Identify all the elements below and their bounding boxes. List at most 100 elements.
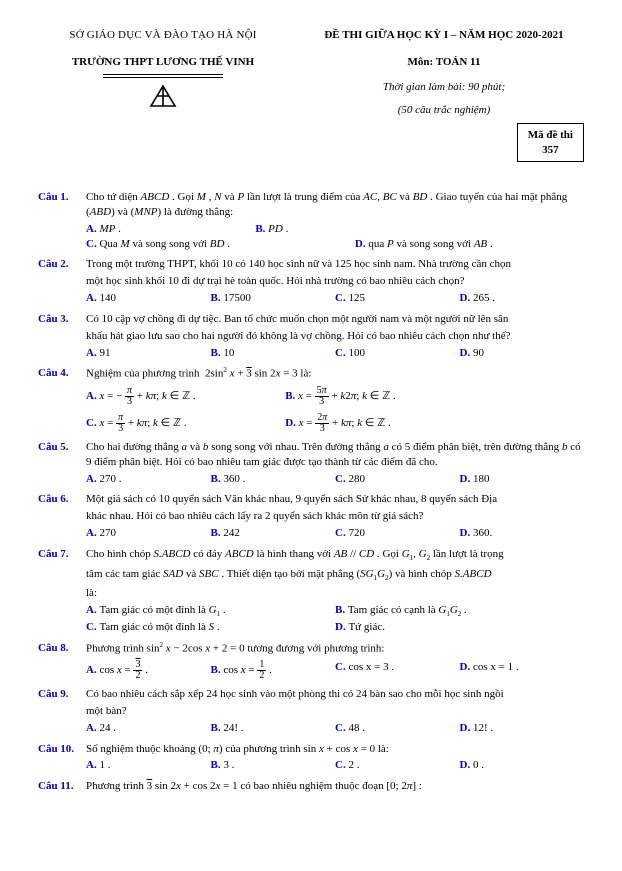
- opt-a: A. x = − π3 + kπ; k ∈ ℤ .: [86, 386, 285, 407]
- exam-code-box: Mã đề thi 357: [517, 123, 584, 162]
- questions: Câu 1. Cho tứ diện ABCD . Gọi M , N và P…: [38, 190, 584, 796]
- opt-d: D. cos x = 1 .: [460, 660, 585, 681]
- q-label: Câu 3.: [38, 312, 86, 361]
- opt-b: B. 24! .: [211, 721, 336, 736]
- opt-c: C. 100: [335, 346, 460, 361]
- code-label: Mã đề thi: [528, 129, 573, 141]
- opt-b: B. 10: [211, 346, 336, 361]
- q-body: Nghiệm của phương trình 2sin2 x + 3 sin …: [86, 366, 584, 434]
- stem: Cho hình chóp S.ABCD có đáy ABCD là hình…: [86, 547, 584, 564]
- question-2: Câu 2. Trong một trường THPT, khối 10 có…: [38, 257, 584, 306]
- duration: Thời gian làm bài: 90 phút;: [304, 80, 584, 95]
- department: SỞ GIÁO DỤC VÀ ĐÀO TẠO HÀ NỘI: [38, 28, 288, 43]
- opt-b: B. 3 .: [211, 758, 336, 773]
- opt-a: A. MP .: [86, 222, 255, 237]
- stem: một bàn?: [86, 704, 584, 719]
- opt-c: C. cos x = 3 .: [335, 660, 460, 681]
- opt-d: D. 180: [460, 472, 585, 487]
- school: TRƯỜNG THPT LƯƠNG THẾ VINH: [38, 55, 288, 70]
- opt-d: D. 360.: [460, 526, 585, 541]
- options: C. x = π3 + kπ; k ∈ ℤ . D. x = 2π3 + kπ;…: [86, 413, 584, 434]
- stem: Trong một trường THPT, khối 10 có 140 họ…: [86, 257, 584, 272]
- opt-b: B. cos x = 12 .: [211, 660, 336, 681]
- opt-b: B. x = 5π3 + k2π; k ∈ ℤ .: [285, 386, 584, 407]
- question-11: Câu 11. Phương trình 3 sin 2x + cos 2x =…: [38, 779, 584, 796]
- stem: một học sinh khối 10 đi dự trại hè toàn …: [86, 274, 584, 289]
- stem: Có bao nhiêu cách sắp xếp 24 học sinh và…: [86, 687, 584, 702]
- options: A. 91 B. 10 C. 100 D. 90: [86, 346, 584, 361]
- options: A. 270 . B. 360 . C. 280 D. 180: [86, 472, 584, 487]
- stem: Số nghiệm thuộc khoảng (0; π) của phương…: [86, 742, 584, 757]
- opt-c: C. 720: [335, 526, 460, 541]
- options: A. 270 B. 242 C. 720 D. 360.: [86, 526, 584, 541]
- opt-d: D. 265 .: [460, 291, 585, 306]
- opt-a: A. cos x = 32 .: [86, 660, 211, 681]
- q-label: Câu 5.: [38, 440, 86, 487]
- q-label: Câu 9.: [38, 687, 86, 736]
- opt-c: C. x = π3 + kπ; k ∈ ℤ .: [86, 413, 285, 434]
- q-body: Phương trình 3 sin 2x + cos 2x = 1 có ba…: [86, 779, 584, 796]
- stem: Có 10 cặp vợ chồng đi dự tiệc. Ban tổ ch…: [86, 312, 584, 327]
- opt-a: A. 1 .: [86, 758, 211, 773]
- q-body: Có 10 cặp vợ chồng đi dự tiệc. Ban tổ ch…: [86, 312, 584, 361]
- stem: Phương trình 3 sin 2x + cos 2x = 1 có ba…: [86, 779, 584, 794]
- options: A. MP . B. PD . C. Qua M và song song vớ…: [86, 222, 584, 252]
- q-label: Câu 11.: [38, 779, 86, 796]
- opt-c: C. 280: [335, 472, 460, 487]
- question-5: Câu 5. Cho hai đường thẳng a và b song s…: [38, 440, 584, 487]
- options: A. Tam giác có một đỉnh là G1 . B. Tam g…: [86, 603, 584, 634]
- q-body: Phương trình sin2 x − 2cos x + 2 = 0 tươ…: [86, 641, 584, 682]
- stem: Nghiệm của phương trình 2sin2 x + 3 sin …: [86, 366, 584, 382]
- q-label: Câu 2.: [38, 257, 86, 306]
- header-right: ĐỀ THI GIỮA HỌC KỲ I – NĂM HỌC 2020-2021…: [304, 28, 584, 162]
- opt-a: A. Tam giác có một đỉnh là G1 .: [86, 603, 335, 620]
- opt-a: A. 91: [86, 346, 211, 361]
- stem: khác nhau. Hỏi có bao nhiêu cách lấy ra …: [86, 509, 584, 524]
- stem: Cho tứ diện ABCD . Gọi M , N và P lần lư…: [86, 190, 584, 220]
- q-label: Câu 1.: [38, 190, 86, 251]
- opt-d: D. 12! .: [460, 721, 585, 736]
- opt-b: B. 242: [211, 526, 336, 541]
- opt-d: D. x = 2π3 + kπ; k ∈ ℤ .: [285, 413, 584, 434]
- question-8: Câu 8. Phương trình sin2 x − 2cos x + 2 …: [38, 641, 584, 682]
- opt-c: C. 48 .: [335, 721, 460, 736]
- stem: Một giá sách có 10 quyển sách Văn khác n…: [86, 492, 584, 507]
- options: A. x = − π3 + kπ; k ∈ ℤ . B. x = 5π3 + k…: [86, 386, 584, 407]
- opt-b: B. Tam giác có cạnh là G1G2 .: [335, 603, 584, 620]
- opt-c: C. Tam giác có một đỉnh là S .: [86, 620, 335, 635]
- q-label: Câu 4.: [38, 366, 86, 434]
- opt-d: D. qua P và song song với AB .: [355, 237, 584, 252]
- question-9: Câu 9. Có bao nhiêu cách sắp xếp 24 học …: [38, 687, 584, 736]
- code: 357: [542, 144, 559, 156]
- question-count: (50 câu trắc nghiệm): [304, 103, 584, 118]
- opt-d: D. 90: [460, 346, 585, 361]
- options: A. 24 . B. 24! . C. 48 . D. 12! .: [86, 721, 584, 736]
- header: SỞ GIÁO DỤC VÀ ĐÀO TẠO HÀ NỘI TRƯỜNG THP…: [38, 28, 584, 162]
- options: A. 140 B. 17500 C. 125 D. 265 .: [86, 291, 584, 306]
- q-body: Có bao nhiêu cách sắp xếp 24 học sinh và…: [86, 687, 584, 736]
- opt-a: A. 140: [86, 291, 211, 306]
- subject: Môn: TOÁN 11: [304, 55, 584, 70]
- question-6: Câu 6. Một giá sách có 10 quyển sách Văn…: [38, 492, 584, 541]
- exam-title: ĐỀ THI GIỮA HỌC KỲ I – NĂM HỌC 2020-2021: [304, 28, 584, 43]
- opt-a: A. 270: [86, 526, 211, 541]
- question-1: Câu 1. Cho tứ diện ABCD . Gọi M , N và P…: [38, 190, 584, 251]
- divider: [103, 74, 223, 75]
- stem: Phương trình sin2 x − 2cos x + 2 = 0 tươ…: [86, 641, 584, 657]
- opt-a: A. 270 .: [86, 472, 211, 487]
- stem: khấu hát giao lưu sao cho hai người đó k…: [86, 329, 584, 344]
- stem: là:: [86, 586, 584, 601]
- opt-a: A. 24 .: [86, 721, 211, 736]
- q-label: Câu 7.: [38, 547, 86, 635]
- opt-d: D. Tứ giác.: [335, 620, 584, 635]
- question-3: Câu 3. Có 10 cặp vợ chồng đi dự tiệc. Ba…: [38, 312, 584, 361]
- q-label: Câu 10.: [38, 742, 86, 774]
- q-body: Cho tứ diện ABCD . Gọi M , N và P lần lư…: [86, 190, 584, 251]
- q-body: Một giá sách có 10 quyển sách Văn khác n…: [86, 492, 584, 541]
- options: A. 1 . B. 3 . C. 2 . D. 0 .: [86, 758, 584, 773]
- q-label: Câu 6.: [38, 492, 86, 541]
- q-label: Câu 8.: [38, 641, 86, 682]
- opt-b: B. 17500: [211, 291, 336, 306]
- school-logo-icon: [148, 84, 178, 108]
- q-body: Cho hình chóp S.ABCD có đáy ABCD là hình…: [86, 547, 584, 635]
